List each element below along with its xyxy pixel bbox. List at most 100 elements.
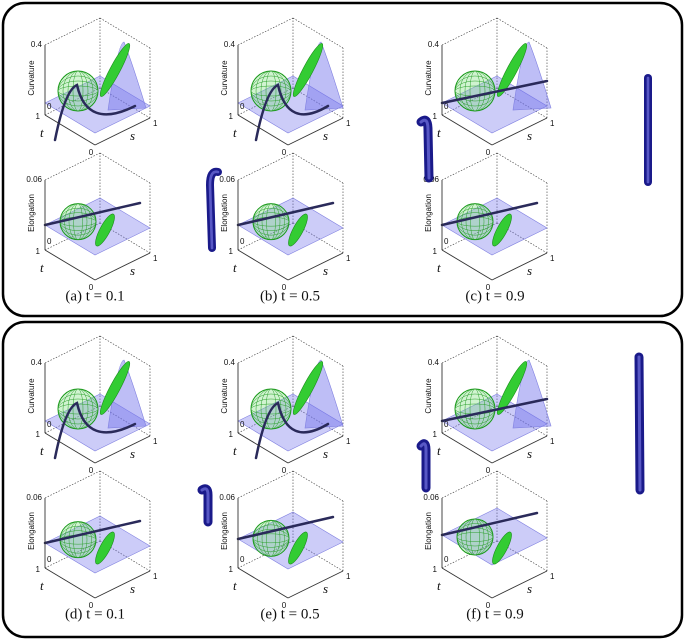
curve bbox=[43, 201, 142, 227]
box-edge bbox=[292, 87, 344, 119]
leaf bbox=[492, 213, 512, 247]
box-edge bbox=[292, 335, 344, 367]
leaf bbox=[292, 43, 324, 97]
t-label: t bbox=[40, 578, 44, 593]
box-edge bbox=[237, 114, 289, 146]
leaf bbox=[288, 213, 308, 247]
box-edge bbox=[287, 252, 344, 281]
box-edge bbox=[44, 249, 96, 281]
z-tick: 0 bbox=[444, 555, 449, 564]
z-tick: 0 bbox=[240, 102, 245, 111]
curve bbox=[53, 401, 137, 460]
z-tick: 0 bbox=[47, 555, 52, 564]
t-tick: 1 bbox=[229, 112, 234, 121]
s-tick: 1 bbox=[550, 119, 555, 128]
t-tick: 1 bbox=[229, 565, 234, 574]
z-tick: 0 bbox=[444, 102, 449, 111]
box-edge bbox=[99, 17, 151, 49]
sphere-grid bbox=[62, 70, 94, 112]
box-edge bbox=[237, 432, 289, 464]
origin-tick: 0 bbox=[89, 601, 94, 610]
z-tick: 0 bbox=[444, 420, 449, 429]
surface bbox=[441, 197, 548, 256]
z-label: Curvature bbox=[424, 378, 433, 414]
caption: (f) t = 0.9 bbox=[466, 606, 524, 622]
z-label: Curvature bbox=[220, 60, 229, 96]
t-tick: 1 bbox=[433, 565, 438, 574]
box-edge bbox=[491, 435, 548, 464]
origin-tick: 0 bbox=[282, 601, 287, 610]
box-edge bbox=[496, 405, 548, 437]
box-edge bbox=[44, 335, 101, 364]
t-label: t bbox=[40, 260, 44, 275]
z-tick: 0 bbox=[444, 237, 449, 246]
t-tick: 1 bbox=[433, 112, 438, 121]
box-edge bbox=[99, 405, 151, 437]
leaf bbox=[99, 361, 131, 415]
leaf bbox=[95, 531, 115, 565]
z-tick: 0 bbox=[240, 555, 245, 564]
origin-tick: 0 bbox=[89, 148, 94, 157]
s-label: s bbox=[323, 581, 328, 596]
sphere-grid bbox=[57, 393, 99, 425]
box-edge bbox=[491, 117, 548, 146]
box-edge bbox=[237, 152, 294, 181]
z-label: Elongation bbox=[27, 512, 36, 550]
s-tick: 1 bbox=[346, 437, 351, 446]
caption: (b) t = 0.5 bbox=[260, 288, 320, 304]
t-tick: 1 bbox=[433, 430, 438, 439]
sphere-grid bbox=[252, 524, 290, 553]
s-tick: 1 bbox=[346, 572, 351, 581]
origin-tick: 0 bbox=[486, 466, 491, 475]
z-tick: 0 bbox=[240, 237, 245, 246]
box-edge bbox=[441, 567, 493, 599]
s-label: s bbox=[323, 128, 328, 143]
sphere-grid bbox=[257, 520, 285, 557]
z-tick: 0 bbox=[240, 420, 245, 429]
box-edge bbox=[237, 335, 294, 364]
box-edge bbox=[292, 470, 344, 502]
origin-tick: 0 bbox=[89, 466, 94, 475]
z-tick: 0.4 bbox=[428, 358, 440, 367]
box-edge bbox=[287, 117, 344, 146]
curve bbox=[440, 201, 539, 227]
origin-tick: 0 bbox=[282, 148, 287, 157]
s-label: s bbox=[527, 581, 532, 596]
s-tick: 1 bbox=[346, 119, 351, 128]
box-edge bbox=[44, 87, 101, 116]
s-tick: 1 bbox=[550, 254, 555, 263]
z-tick: 0.06 bbox=[26, 493, 42, 502]
caption: (c) t = 0.9 bbox=[465, 288, 524, 304]
s-tick: 1 bbox=[153, 572, 158, 581]
z-label: Elongation bbox=[220, 512, 229, 550]
sphere-grid bbox=[459, 70, 491, 112]
s-label: s bbox=[527, 128, 532, 143]
t-label: t bbox=[233, 260, 237, 275]
box-edge bbox=[292, 152, 344, 184]
s-tick: 1 bbox=[346, 254, 351, 263]
s-tick: 1 bbox=[550, 572, 555, 581]
box-edge bbox=[441, 335, 498, 364]
box-edge bbox=[237, 567, 289, 599]
z-label: Curvature bbox=[220, 378, 229, 414]
curve bbox=[440, 397, 549, 423]
surface bbox=[237, 393, 344, 452]
box-edge bbox=[441, 249, 493, 281]
leaf bbox=[99, 43, 131, 97]
box-edge bbox=[237, 249, 289, 281]
t-label: t bbox=[233, 125, 237, 140]
box-edge bbox=[491, 570, 548, 599]
z-label: Elongation bbox=[220, 194, 229, 232]
leaf bbox=[492, 531, 512, 565]
surface bbox=[44, 197, 151, 256]
t-tick: 1 bbox=[36, 247, 41, 256]
rod-highlight bbox=[200, 487, 210, 524]
z-tick: 0.4 bbox=[224, 40, 236, 49]
box-edge bbox=[44, 17, 101, 46]
leaf bbox=[292, 361, 324, 415]
t-tick: 1 bbox=[229, 247, 234, 256]
box-edge bbox=[237, 540, 294, 569]
box-edge bbox=[99, 335, 151, 367]
sphere bbox=[456, 203, 494, 241]
